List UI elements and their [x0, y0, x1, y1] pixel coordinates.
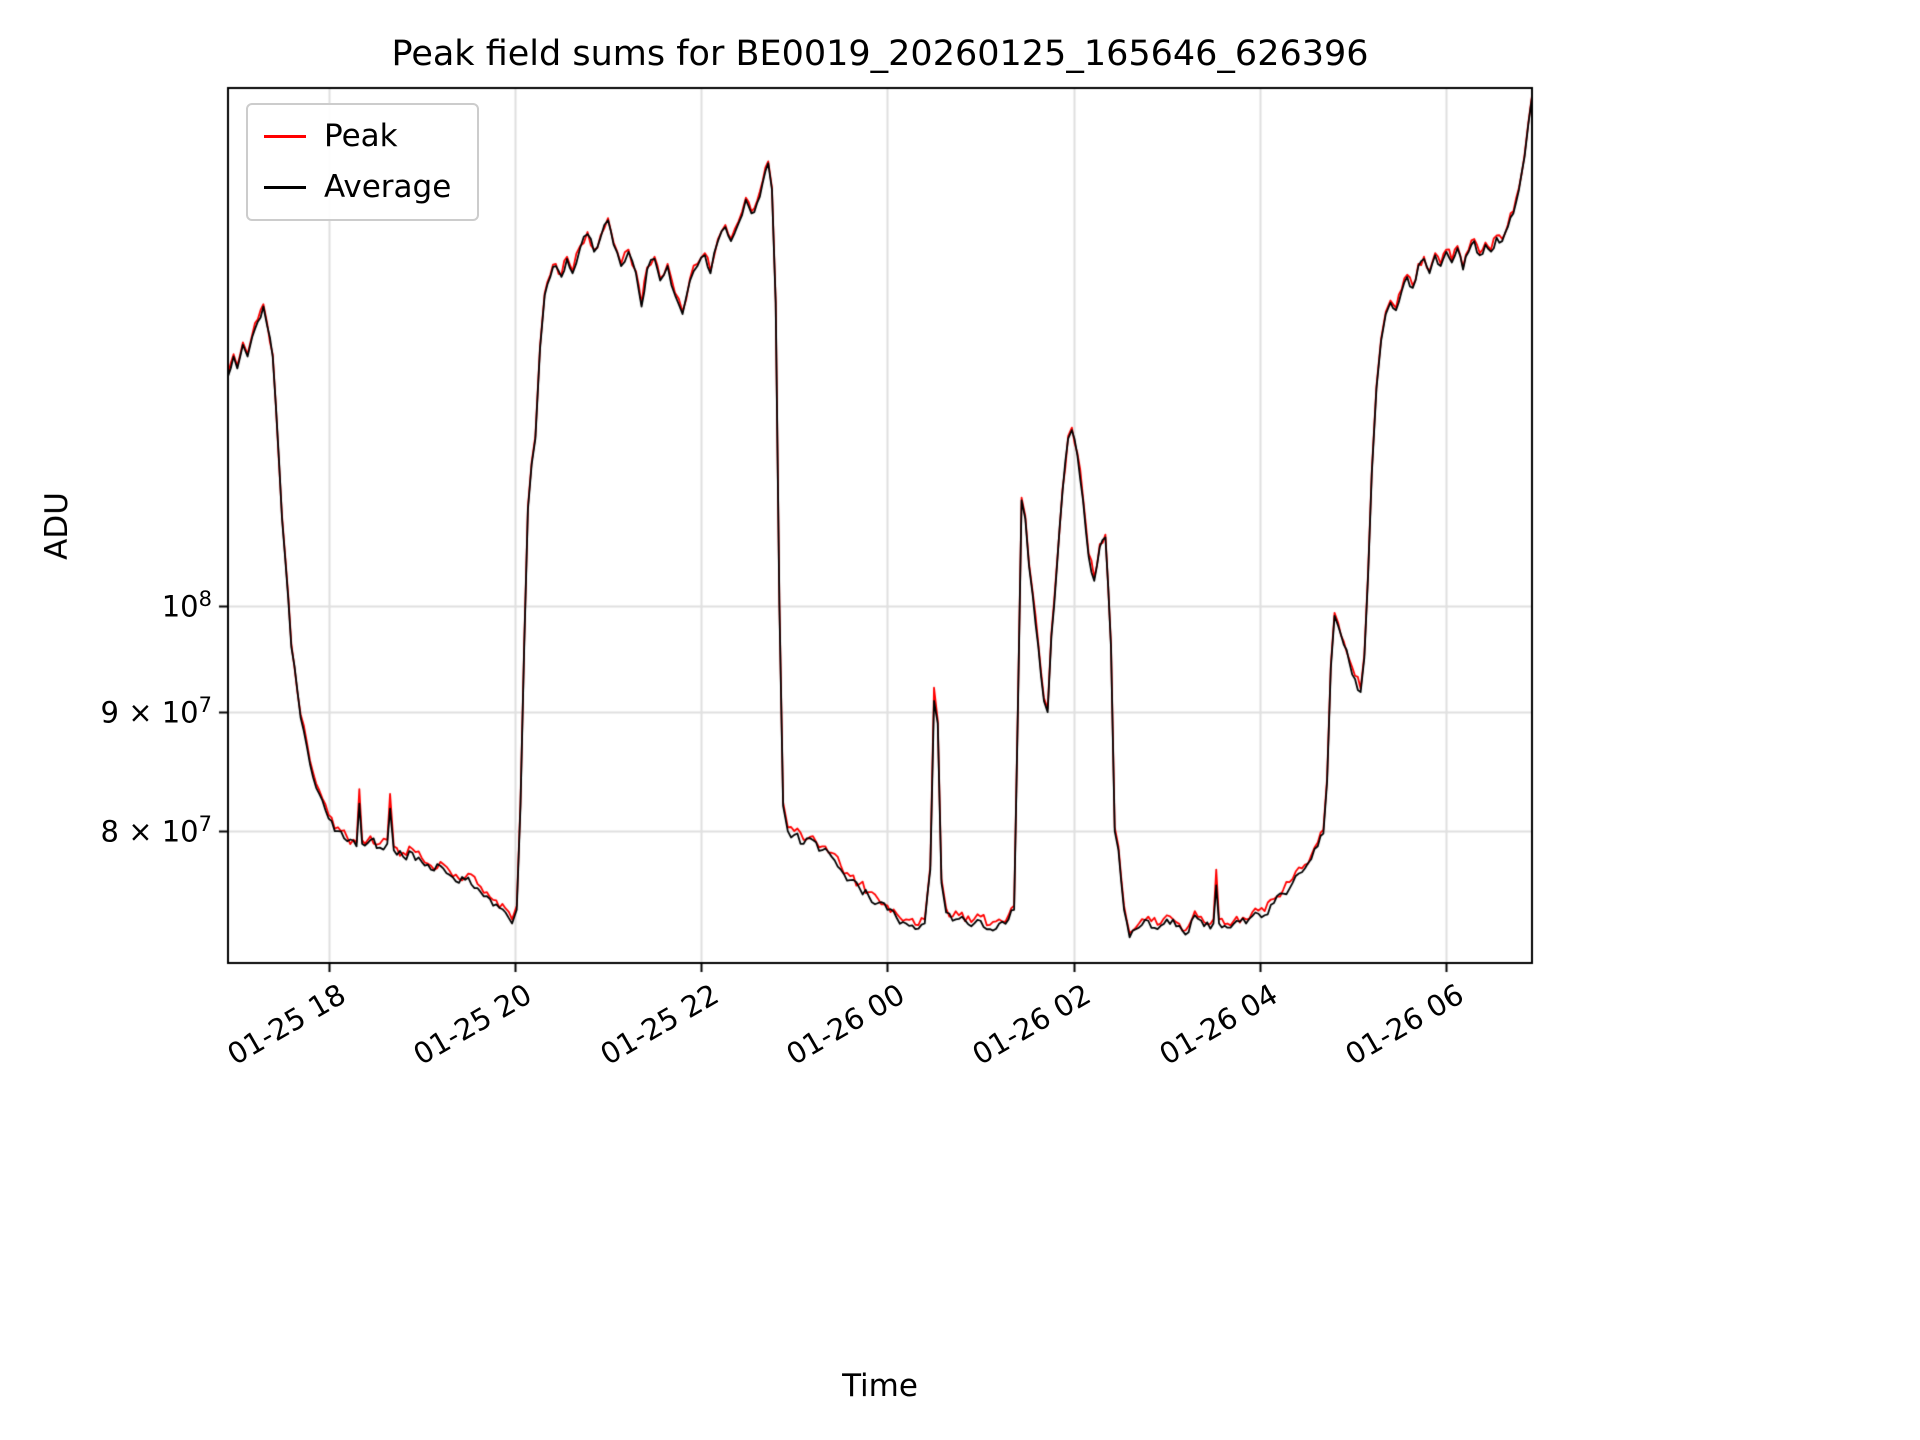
- y-tick-label: 108: [161, 586, 212, 624]
- legend-entry-peak: Peak: [264, 121, 451, 152]
- legend-entry-average: Average: [264, 172, 451, 203]
- legend-line-sample-average: [264, 186, 306, 189]
- legend-line-sample-peak: [264, 135, 306, 138]
- y-tick-label: 8 × 107: [100, 811, 212, 849]
- legend-label-peak: Peak: [324, 118, 398, 154]
- legend-label-average: Average: [324, 169, 452, 205]
- y-axis-label: ADU: [39, 492, 75, 560]
- legend: Peak Average: [246, 103, 480, 221]
- chart-title: Peak field sums for BE0019_20260125_1656…: [391, 34, 1369, 74]
- x-axis-label: Time: [842, 1368, 918, 1404]
- y-tick-label: 9 × 107: [100, 693, 212, 730]
